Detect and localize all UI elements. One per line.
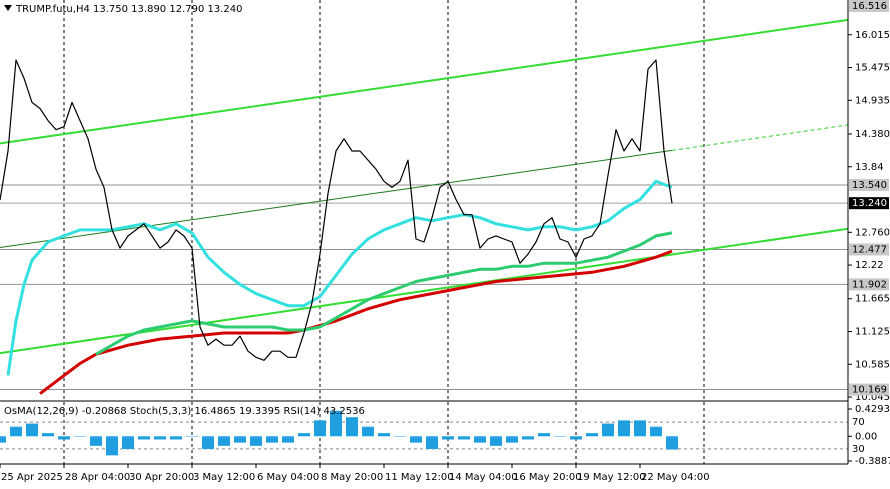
trend-line	[671, 124, 849, 151]
osma-bar	[266, 436, 278, 443]
osma-bar	[218, 436, 230, 446]
level-box	[849, 383, 889, 396]
x-tick-label: 6 May 04:00	[257, 472, 319, 483]
indicator-title: OsMA(12,26,9) -0.20868 Stoch(5,3,3) 16.4…	[4, 406, 365, 417]
osma-bar	[602, 423, 614, 437]
osma-bar	[650, 426, 662, 437]
osma-bar	[10, 426, 22, 437]
x-tick-label: 3 May 12:00	[193, 472, 255, 483]
stoch-level-label: 30	[852, 444, 865, 455]
x-tick-label: 22 May 04:00	[641, 472, 710, 483]
level-label: 12.477	[852, 244, 887, 255]
osma-bar	[330, 410, 342, 437]
high-box	[849, 0, 889, 12]
stoch-level-label: 70	[852, 417, 865, 428]
osma-bar	[42, 433, 54, 437]
osma-bar	[26, 423, 38, 437]
chart-title: TRUMP.futu,H4 13.750 13.890 12.790 13.24…	[15, 4, 243, 15]
level-label: 13.540	[852, 180, 887, 191]
level-box	[849, 278, 889, 291]
level-box	[849, 178, 889, 191]
y-tick-label: 14.380	[855, 129, 890, 140]
y-tick-label: 15.475	[855, 63, 890, 74]
y-tick-label: 11.665	[855, 294, 890, 305]
x-tick-label: 28 Apr 04:00	[65, 472, 130, 483]
price-line	[0, 59, 673, 361]
osma-bar	[202, 436, 214, 450]
osma-bar	[474, 436, 486, 443]
y-tick-label: 12.22	[855, 260, 884, 271]
level-label: 10.169	[852, 385, 887, 396]
osma-bar	[362, 426, 374, 437]
osma-bar	[490, 436, 502, 446]
moving-average	[6, 179, 673, 376]
y-tick-label: 13.84	[855, 162, 884, 173]
osma-bar	[538, 433, 550, 437]
level-label: 11.902	[852, 279, 887, 290]
osma-bar	[394, 436, 406, 437]
moving-average	[39, 249, 673, 395]
trend-line	[0, 18, 849, 145]
indicator-tick-label: -0.38877	[855, 456, 890, 467]
x-tick-label: 30 Apr 20:00	[129, 472, 194, 483]
current-price-label: 13.240	[852, 198, 887, 209]
y-tick-label: 10.585	[855, 359, 890, 370]
osma-bar	[282, 436, 294, 443]
osma-bar	[346, 417, 358, 437]
indicator-tick-label: 0.00	[855, 431, 877, 442]
x-tick-label: 14 May 04:00	[449, 472, 518, 483]
y-tick-label: 10.045	[855, 392, 890, 403]
osma-bar	[666, 436, 678, 450]
x-tick-label: 19 May 12:00	[577, 472, 646, 483]
osma-bar	[170, 436, 182, 440]
osma-bar	[522, 436, 534, 440]
plot	[0, 18, 849, 456]
osma-bar	[634, 420, 646, 437]
y-tick-label: 12.760	[855, 227, 890, 238]
grid	[0, 0, 848, 464]
osma-bar	[122, 436, 134, 450]
level-box	[849, 243, 889, 256]
current-price-box	[849, 197, 889, 210]
indicator-tick-label: 0.42934	[855, 404, 890, 415]
y-tick-label: 16.015	[855, 30, 890, 41]
osma-bar	[90, 436, 102, 446]
osma-bar	[618, 420, 630, 437]
y-tick-label: 14.935	[855, 95, 890, 106]
x-tick-label: 11 May 12:00	[385, 472, 454, 483]
osma-bar	[234, 436, 246, 443]
osma-bar	[378, 433, 390, 437]
osma-bar	[314, 420, 326, 437]
osma-bar	[586, 433, 598, 437]
moving-average	[95, 231, 673, 356]
y-tick-label: 11.125	[855, 327, 890, 338]
osma-bar	[74, 436, 86, 437]
osma-bar	[58, 436, 70, 440]
osma-bar	[106, 436, 118, 456]
osma-bar	[138, 436, 150, 440]
osma-bar	[410, 436, 422, 443]
x-tick-label: 16 May 20:00	[513, 472, 582, 483]
menu-arrow[interactable]	[4, 5, 12, 11]
osma-bar	[154, 436, 166, 440]
osma-bar	[554, 436, 566, 437]
osma-bar	[506, 436, 518, 443]
osma-bar	[186, 436, 198, 437]
osma-bar	[458, 436, 470, 440]
high-label: 16.516	[852, 1, 887, 12]
osma-bar	[0, 436, 6, 443]
osma-bar	[298, 433, 310, 437]
osma-bar	[570, 436, 582, 440]
x-tick-label: 25 Apr 2025	[1, 472, 63, 483]
osma-bar	[442, 436, 454, 440]
x-tick-label: 8 May 20:00	[321, 472, 383, 483]
osma-bar	[250, 436, 262, 446]
osma-bar	[426, 436, 438, 450]
